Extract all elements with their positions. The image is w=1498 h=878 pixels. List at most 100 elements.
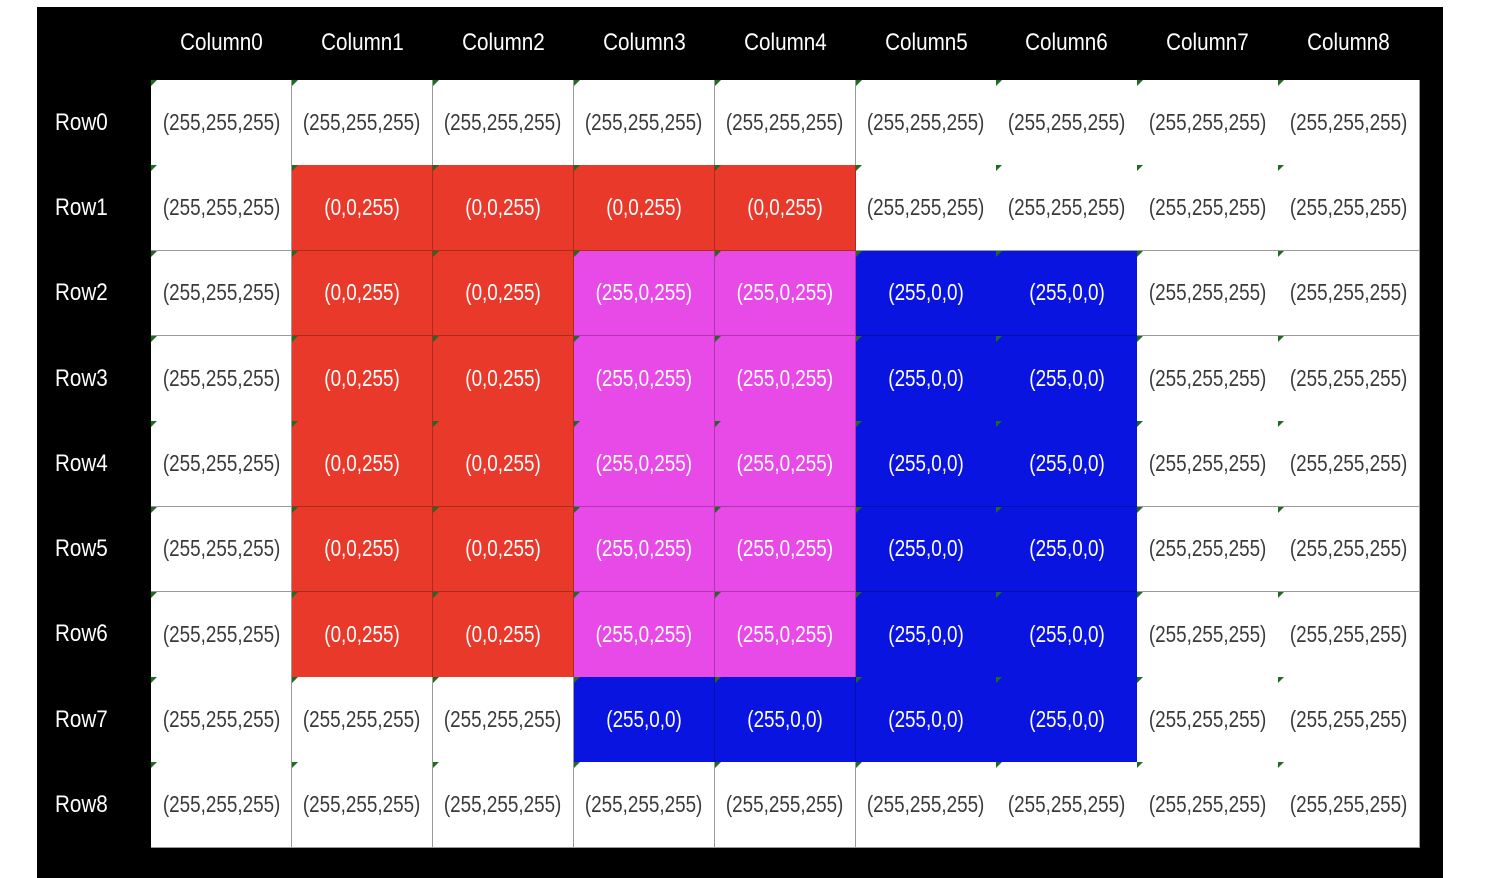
grid-cell[interactable]: (255,255,255) [1278,677,1420,763]
row-header[interactable]: Row2 [37,251,149,336]
grid-cell[interactable]: (255,255,255) [151,165,293,252]
grid-cell[interactable]: (255,0,0) [996,677,1138,763]
grid-cell[interactable]: (255,0,255) [714,335,856,422]
grid-cell[interactable]: (255,255,255) [151,421,293,507]
grid-cell[interactable]: (0,0,255) [291,591,434,678]
grid-cell[interactable]: (255,255,255) [1137,677,1279,763]
grid-cell[interactable]: (255,0,0) [996,591,1138,678]
grid-cell[interactable]: (255,0,0) [855,335,997,422]
row-header[interactable]: Row5 [37,507,149,592]
grid-cell[interactable]: (255,0,255) [714,250,856,337]
row-header[interactable]: Row0 [37,80,149,165]
grid-cell[interactable]: (255,0,255) [714,421,856,507]
grid-cell[interactable]: (255,255,255) [432,677,575,763]
grid-cell[interactable]: (255,0,255) [573,506,716,593]
grid-cell[interactable]: (0,0,255) [291,421,434,507]
grid-cell[interactable]: (255,255,255) [432,80,575,166]
grid-cell[interactable]: (255,0,255) [573,335,716,422]
grid-cell[interactable]: (0,0,255) [291,250,434,337]
grid-cell[interactable]: (255,0,0) [855,250,997,337]
grid-cell[interactable]: (255,0,0) [996,335,1138,422]
column-header[interactable]: Column2 [461,29,545,56]
grid-cell[interactable]: (255,255,255) [1278,165,1420,252]
grid-cell[interactable]: (255,0,0) [996,250,1138,337]
grid-cell[interactable]: (255,0,0) [573,677,716,763]
grid-cell[interactable]: (255,0,255) [573,591,716,678]
grid-cell[interactable]: (255,255,255) [151,677,293,763]
column-header[interactable]: Column4 [743,29,827,56]
grid-cell[interactable]: (255,255,255) [573,80,716,166]
row-header[interactable]: Row6 [37,592,149,677]
row-header[interactable]: Row8 [37,762,149,847]
grid-cell[interactable]: (255,255,255) [1137,421,1279,507]
grid-cell[interactable]: (255,255,255) [1137,80,1279,166]
grid-cell[interactable]: (255,255,255) [1278,506,1420,593]
grid-cell[interactable]: (0,0,255) [291,335,434,422]
grid-cell[interactable]: (255,255,255) [1278,335,1420,422]
grid-cell[interactable]: (0,0,255) [291,506,434,593]
grid-cell[interactable]: (0,0,255) [432,506,575,593]
grid-cell[interactable]: (0,0,255) [432,250,575,337]
grid-cell[interactable]: (0,0,255) [573,165,716,252]
grid-cell[interactable]: (255,0,0) [996,421,1138,507]
grid-cell[interactable]: (255,0,255) [573,421,716,507]
grid-cell[interactable]: (255,255,255) [151,762,293,849]
grid-cell[interactable]: (255,0,0) [855,421,997,507]
grid-cell[interactable]: (255,255,255) [855,165,997,252]
grid-cell[interactable]: (255,255,255) [1278,250,1420,337]
grid-cell[interactable]: (0,0,255) [432,165,575,252]
grid-cell[interactable]: (255,0,0) [714,677,856,763]
row-header[interactable]: Row1 [37,165,149,250]
grid-cell[interactable]: (255,255,255) [291,677,434,763]
grid-cell[interactable]: (255,255,255) [996,165,1138,252]
grid-cell[interactable]: (255,255,255) [151,80,293,166]
column-header[interactable]: Column3 [602,29,686,56]
grid-cell[interactable]: (255,255,255) [1137,591,1279,678]
grid-cell[interactable]: (255,255,255) [291,762,434,849]
grid-cell[interactable]: (255,255,255) [1137,335,1279,422]
column-header[interactable]: Column7 [1166,29,1250,56]
grid-cell[interactable]: (255,255,255) [1278,421,1420,507]
grid-cell[interactable]: (0,0,255) [291,165,434,252]
grid-cell[interactable]: (255,255,255) [151,250,293,337]
grid-cell[interactable]: (255,255,255) [291,80,434,166]
grid-cell[interactable]: (255,0,0) [855,591,997,678]
grid-cell[interactable]: (0,0,255) [714,165,856,252]
grid-cell[interactable]: (255,255,255) [714,80,856,166]
grid-cell[interactable]: (255,255,255) [573,762,716,849]
grid-cell[interactable]: (0,0,255) [432,591,575,678]
grid-cell[interactable]: (0,0,255) [432,421,575,507]
grid-cell[interactable]: (255,255,255) [1278,80,1420,166]
grid-cell[interactable]: (255,255,255) [1137,165,1279,252]
grid-cell[interactable]: (255,255,255) [996,80,1138,166]
grid-cell[interactable]: (255,255,255) [996,762,1138,849]
grid-cell[interactable]: (255,255,255) [432,762,575,849]
cell-value: (255,255,255) [162,108,280,135]
grid-cell[interactable]: (255,255,255) [1278,591,1420,678]
grid-cell[interactable]: (255,0,255) [714,591,856,678]
grid-cell[interactable]: (255,255,255) [855,762,997,849]
grid-cell[interactable]: (0,0,255) [432,335,575,422]
grid-cell[interactable]: (255,255,255) [151,335,293,422]
grid-cell[interactable]: (255,255,255) [855,80,997,166]
row-header[interactable]: Row7 [37,677,149,762]
row-header[interactable]: Row4 [37,421,149,506]
grid-cell[interactable]: (255,255,255) [1137,762,1279,849]
grid-cell[interactable]: (255,0,255) [714,506,856,593]
grid-cell[interactable]: (255,255,255) [151,506,293,593]
column-header[interactable]: Column1 [321,29,404,56]
grid-cell[interactable]: (255,0,255) [573,250,716,337]
grid-cell[interactable]: (255,255,255) [151,591,293,678]
column-header[interactable]: Column0 [180,29,263,56]
grid-cell[interactable]: (255,0,0) [996,506,1138,593]
grid-cell[interactable]: (255,0,0) [855,677,997,763]
grid-cell[interactable]: (255,0,0) [855,506,997,593]
grid-cell[interactable]: (255,255,255) [1137,506,1279,593]
column-header[interactable]: Column5 [884,29,968,56]
grid-cell[interactable]: (255,255,255) [714,762,856,849]
grid-cell[interactable]: (255,255,255) [1278,762,1420,849]
grid-cell[interactable]: (255,255,255) [1137,250,1279,337]
row-header[interactable]: Row3 [37,336,149,421]
column-header[interactable]: Column6 [1025,29,1109,56]
column-header[interactable]: Column8 [1307,29,1390,56]
